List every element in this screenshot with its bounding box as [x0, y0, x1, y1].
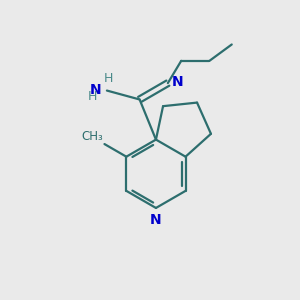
- Text: N: N: [150, 213, 162, 227]
- Text: H: H: [87, 90, 97, 103]
- Text: H: H: [104, 72, 113, 85]
- Text: N: N: [171, 75, 183, 88]
- Text: N: N: [90, 83, 102, 97]
- Text: CH₃: CH₃: [81, 130, 103, 142]
